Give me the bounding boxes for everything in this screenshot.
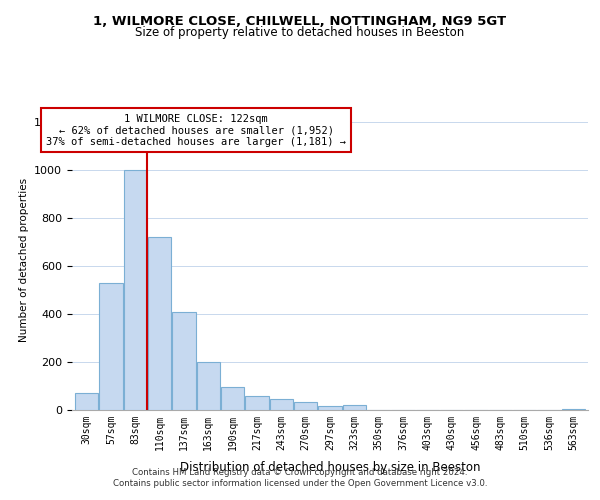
Bar xyxy=(319,406,341,410)
Text: Contains HM Land Registry data © Crown copyright and database right 2024.
Contai: Contains HM Land Registry data © Crown c… xyxy=(113,468,487,487)
Bar xyxy=(75,393,98,410)
Bar xyxy=(562,409,585,410)
Bar xyxy=(343,405,366,410)
X-axis label: Distribution of detached houses by size in Beeston: Distribution of detached houses by size … xyxy=(180,461,480,474)
Bar xyxy=(221,387,244,410)
Bar xyxy=(172,312,196,410)
Bar xyxy=(124,170,147,410)
Text: Size of property relative to detached houses in Beeston: Size of property relative to detached ho… xyxy=(136,26,464,39)
Bar xyxy=(294,402,317,410)
Text: 1, WILMORE CLOSE, CHILWELL, NOTTINGHAM, NG9 5GT: 1, WILMORE CLOSE, CHILWELL, NOTTINGHAM, … xyxy=(94,15,506,28)
Bar xyxy=(270,399,293,410)
Y-axis label: Number of detached properties: Number of detached properties xyxy=(19,178,29,342)
Bar xyxy=(245,396,269,410)
Text: 1 WILMORE CLOSE: 122sqm
← 62% of detached houses are smaller (1,952)
37% of semi: 1 WILMORE CLOSE: 122sqm ← 62% of detache… xyxy=(46,114,346,147)
Bar xyxy=(197,362,220,410)
Bar xyxy=(148,237,171,410)
Bar xyxy=(100,283,122,410)
